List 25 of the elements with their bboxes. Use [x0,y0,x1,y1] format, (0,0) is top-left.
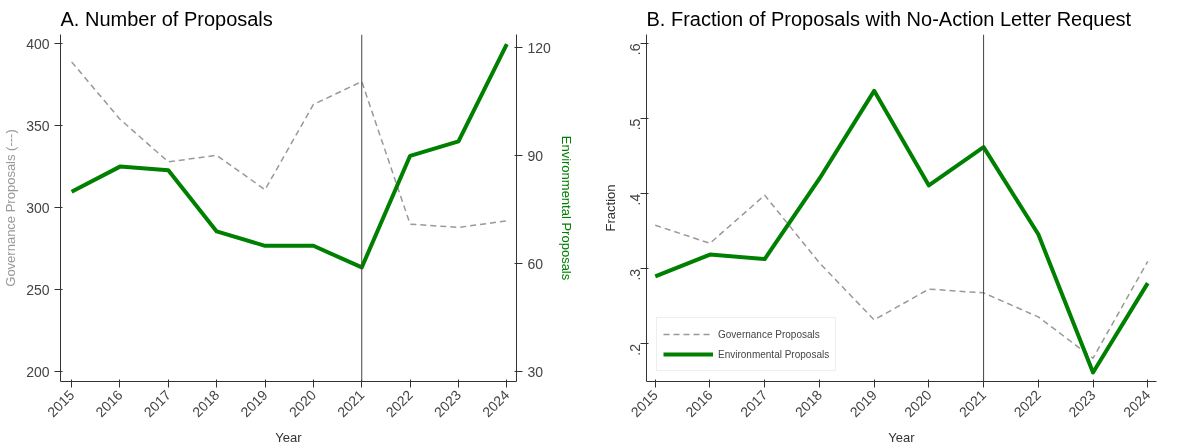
y2-tick-label: 60 [527,255,544,272]
chart-title: A. Number of Proposals [60,7,273,30]
y-tick-label: 250 [26,281,50,298]
line-series [70,61,508,229]
y-tick-label: .6 [627,43,644,56]
y2-tick-label: 30 [527,363,544,380]
y2-tick-label: 120 [527,39,552,56]
y-tick-label: .5 [627,118,644,131]
y-tick-label: 400 [26,35,50,52]
y-tick-label: .3 [627,268,644,281]
x-axis-title: Year [275,429,303,445]
y-tick-label: .4 [627,193,644,206]
y-tick-label: 200 [26,363,50,380]
y-axis-title: Fraction [602,184,618,232]
legend-label: Governance Proposals [718,328,820,340]
y2-axis-title: Environmental Proposals [558,135,574,281]
y-tick-label: 300 [26,199,50,216]
chart-title: B. Fraction of Proposals with No-Action Letter Request [646,7,1132,30]
y-tick-label: 350 [26,117,50,134]
y-axis-title: Governance Proposals (---) [3,129,19,287]
line-series [69,42,509,270]
x-axis-title: Year [888,429,916,445]
legend-label: Environmental Proposals [718,348,830,360]
y2-tick-label: 90 [527,147,544,164]
y-tick-label: .2 [627,343,644,356]
